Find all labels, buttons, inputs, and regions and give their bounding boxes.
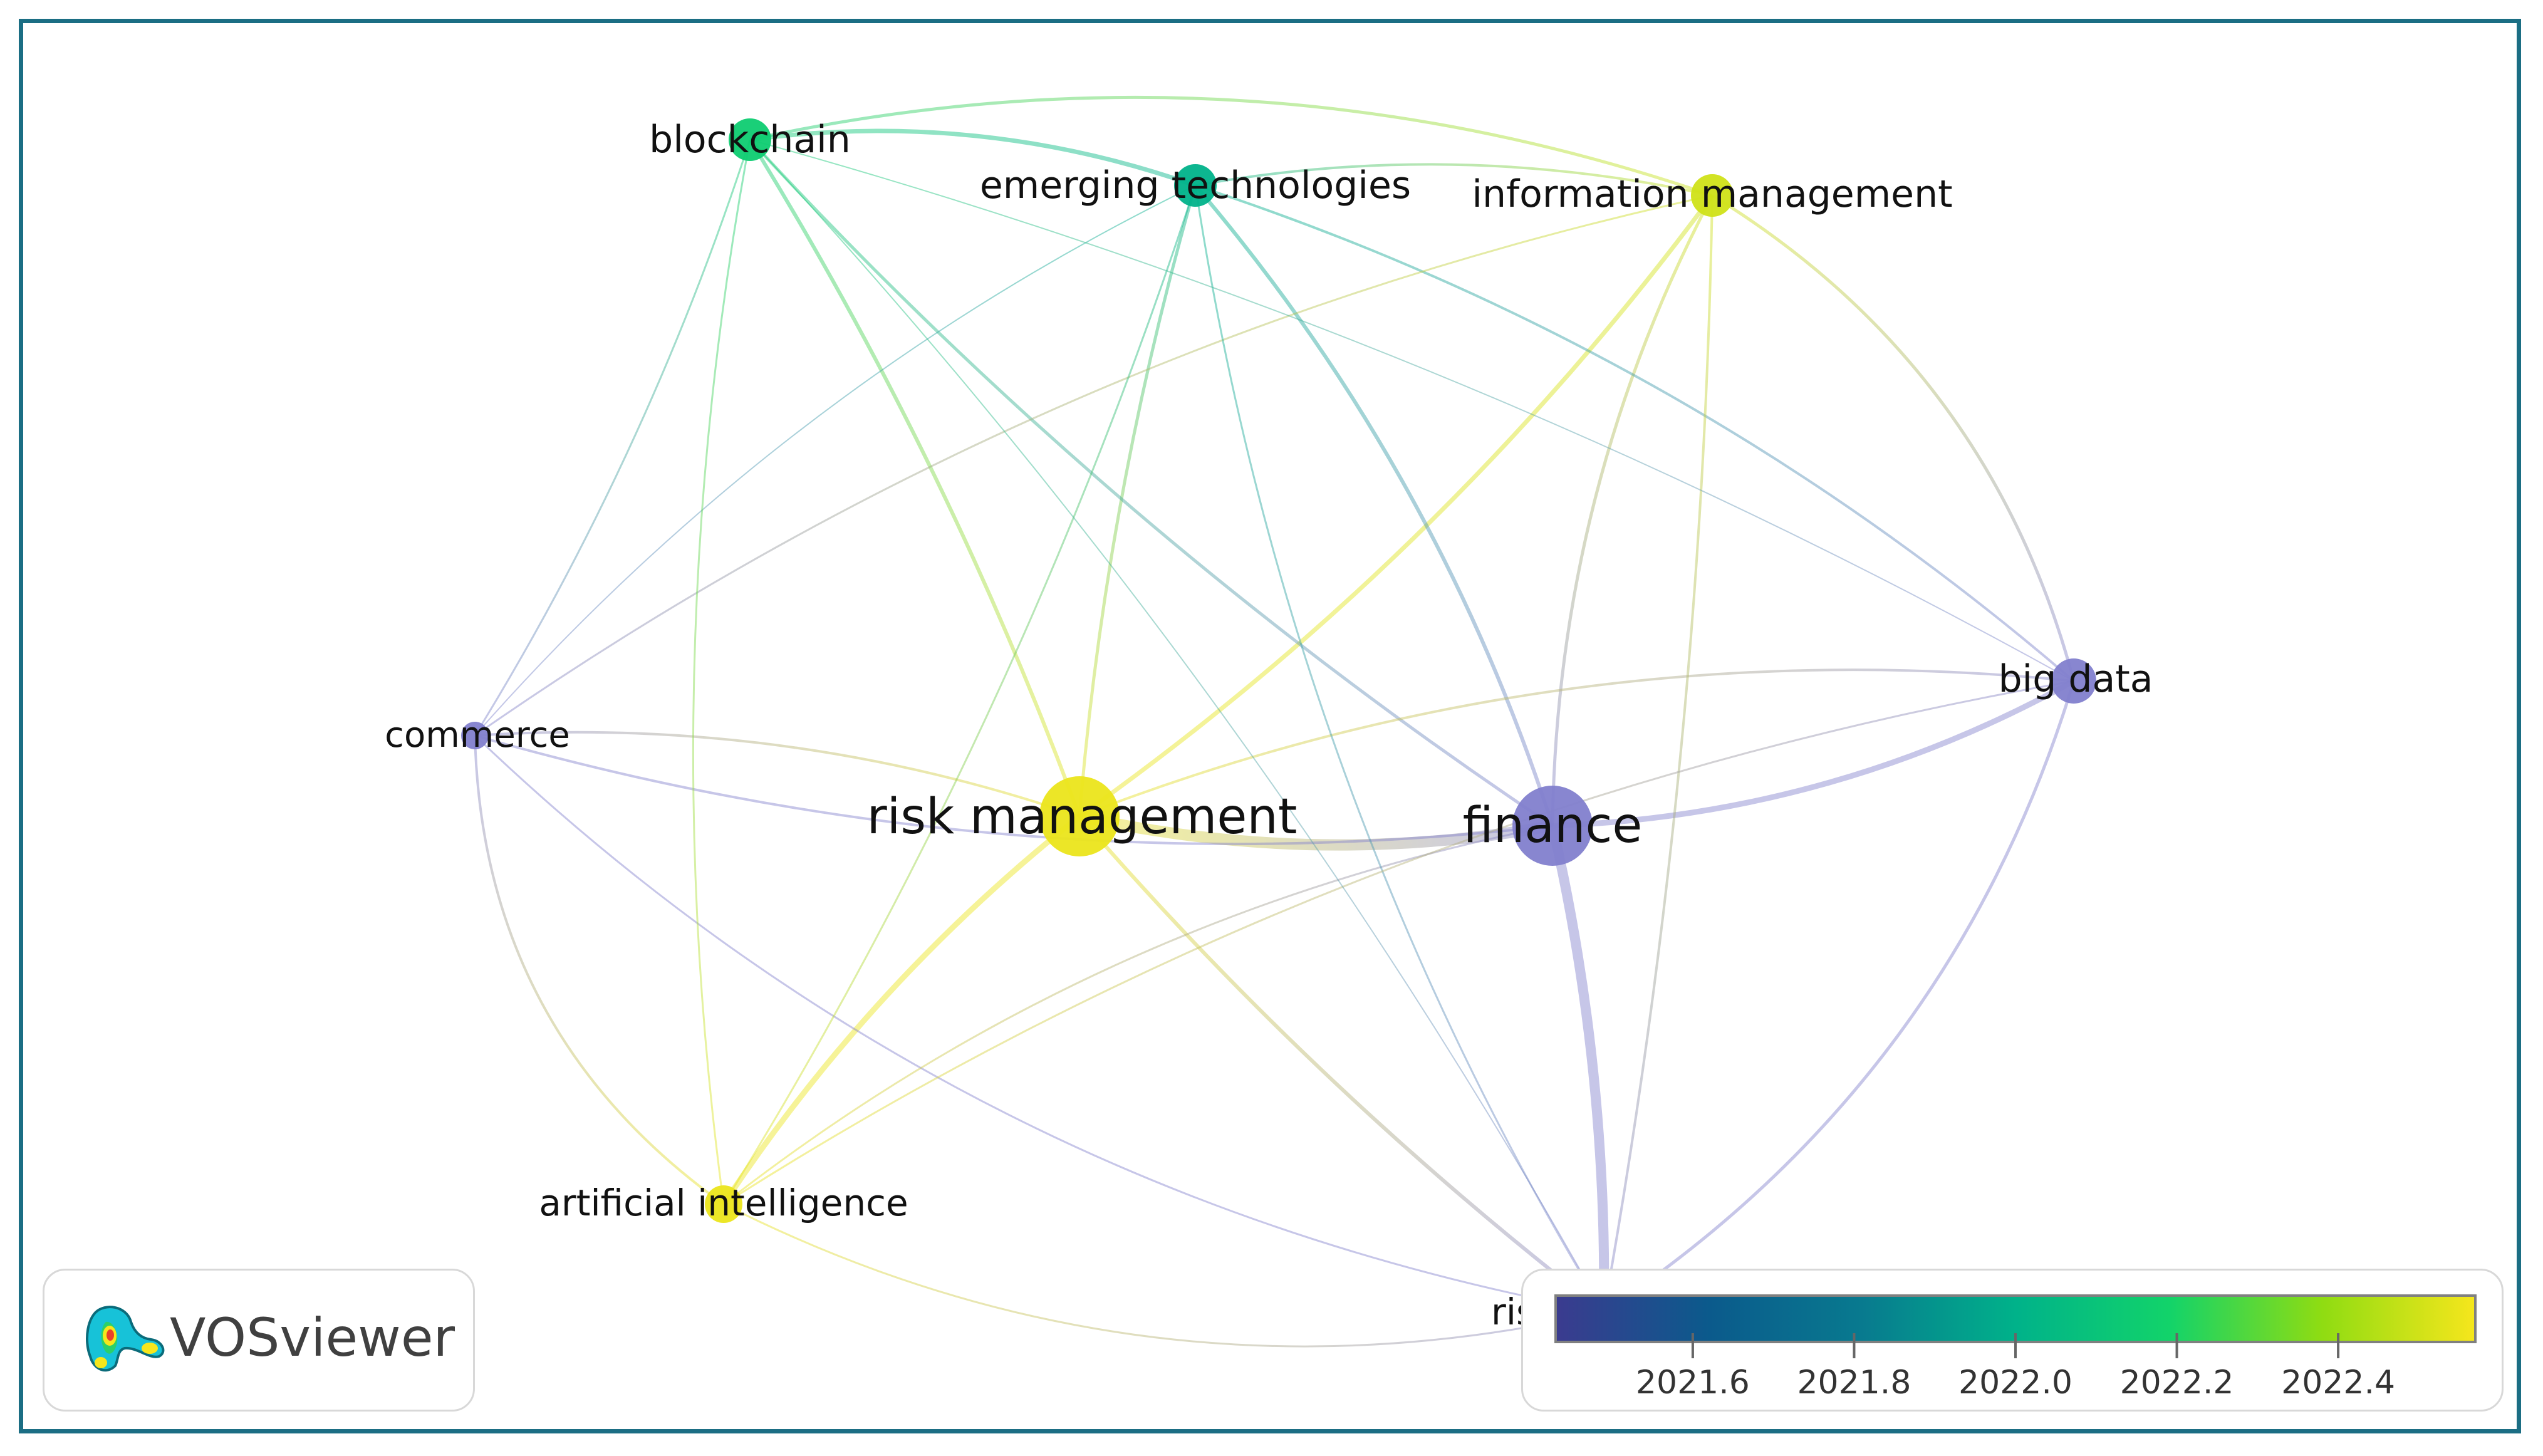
edge-blockchain-risk-assessment xyxy=(749,139,1604,1313)
edge-finance-big-data xyxy=(1552,679,2076,829)
edge-information-management-finance xyxy=(1551,194,1714,826)
node-commerce[interactable] xyxy=(461,722,489,749)
edge-commerce-information-management xyxy=(474,194,1713,737)
legend-tick-label: 2022.4 xyxy=(2281,1364,2395,1401)
edge-blockchain-big-data xyxy=(749,139,2074,682)
edge-emerging-technologies-risk-assessment xyxy=(1194,185,1605,1313)
legend-tick-label: 2021.6 xyxy=(1636,1364,1750,1401)
label-layer: blockchain emerging technologies informati… xyxy=(385,118,2153,1333)
edge-risk-management-blockchain xyxy=(748,138,1081,818)
edge-layer xyxy=(474,95,2076,1348)
legend-tick-label: 2022.2 xyxy=(2120,1364,2234,1401)
edge-commerce-finance xyxy=(474,734,1553,846)
edge-risk-management-information-management xyxy=(1078,194,1714,818)
node-emerging-technologies[interactable] xyxy=(1174,164,1217,207)
edge-emerging-technologies-big-data xyxy=(1195,184,2075,682)
edge-commerce-blockchain xyxy=(474,139,751,736)
node-label-finance[interactable]: finance xyxy=(1463,798,1643,854)
vosviewer-logo-icon xyxy=(86,1306,165,1372)
edge-finance-blockchain xyxy=(749,138,1554,828)
node-label-risk-management[interactable]: risk management xyxy=(867,789,1298,845)
edge-risk-management-artificial-intelligence xyxy=(721,814,1081,1206)
vosviewer-logo-box: VOSviewer xyxy=(43,1269,475,1412)
node-artificial-intelligence[interactable] xyxy=(705,1185,742,1223)
node-label-commerce[interactable]: commerce xyxy=(385,715,570,756)
edge-risk-management-finance xyxy=(1078,811,1554,851)
edge-artificial-intelligence-big-data xyxy=(723,680,2074,1205)
node-label-blockchain[interactable]: blockchain xyxy=(649,118,851,162)
node-big-data[interactable] xyxy=(2051,658,2096,704)
edge-information-management-blockchain xyxy=(749,95,1713,197)
edge-commerce-risk-assessment xyxy=(474,734,1604,1313)
legend-ticks: 2021.6 2021.8 2022.0 2022.2 2022.4 xyxy=(1636,1333,2395,1401)
edge-risk-management-risk-assessment xyxy=(1078,815,1605,1314)
edge-artificial-intelligence-finance xyxy=(723,824,1553,1205)
edge-big-data-risk-assessment xyxy=(1603,680,2076,1314)
edge-information-management-emerging-technologies xyxy=(1195,163,1713,197)
visualization-frame xyxy=(19,19,2521,1433)
legend-tick-label: 2022.0 xyxy=(1958,1364,2072,1401)
node-layer xyxy=(461,118,2096,1333)
node-label-information-management[interactable]: information management xyxy=(1472,172,1952,216)
edge-finance-risk-assessment xyxy=(1547,824,1610,1313)
node-finance[interactable] xyxy=(1512,786,1593,866)
edge-commerce-emerging-technologies xyxy=(474,185,1196,736)
edge-risk-management-emerging-technologies xyxy=(1078,185,1197,817)
edge-information-management-big-data xyxy=(1711,194,2076,682)
legend-tick-label: 2021.8 xyxy=(1797,1364,1911,1401)
edge-risk-management-big-data xyxy=(1079,668,2074,818)
edge-finance-emerging-technologies xyxy=(1193,184,1554,826)
node-blockchain[interactable] xyxy=(729,118,771,161)
edge-commerce-artificial-intelligence xyxy=(474,735,725,1205)
node-label-artificial-intelligence[interactable]: artificial intelligence xyxy=(539,1182,908,1224)
color-legend-box: 2021.6 2021.8 2022.0 2022.2 2022.4 xyxy=(1521,1269,2504,1412)
node-risk-management[interactable] xyxy=(1039,776,1120,856)
node-information-management[interactable] xyxy=(1691,174,1734,217)
vosviewer-logo-text: VOSviewer xyxy=(170,1307,455,1368)
edge-artificial-intelligence-risk-assessment xyxy=(723,1203,1604,1348)
color-legend: 2021.6 2021.8 2022.0 2022.2 2022.4 xyxy=(1554,1294,2477,1401)
edge-artificial-intelligence-blockchain xyxy=(692,139,751,1205)
node-label-emerging-technologies[interactable]: emerging technologies xyxy=(980,164,1411,207)
node-label-big-data[interactable]: big data xyxy=(1998,657,2153,701)
edge-commerce-risk-management xyxy=(474,731,1080,818)
edge-artificial-intelligence-emerging-technologies xyxy=(722,185,1197,1205)
edge-emerging-technologies-blockchain xyxy=(749,128,1197,188)
edge-information-management-risk-assessment xyxy=(1603,195,1714,1313)
